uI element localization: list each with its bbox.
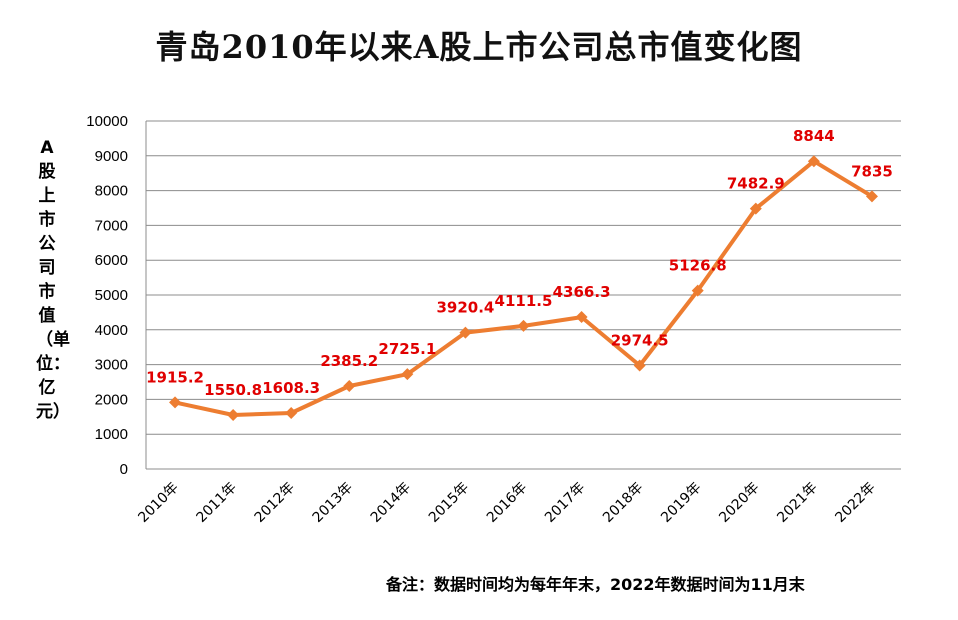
x-tick-label: 2020年: [716, 480, 762, 526]
data-point: [691, 284, 704, 297]
data-point: [633, 359, 646, 372]
data-label: 7482.9: [727, 175, 785, 193]
data-point: [169, 396, 182, 409]
data-label: 2385.2: [320, 352, 378, 370]
y-tick-label: 3000: [95, 357, 128, 374]
y-tick-label: 4000: [95, 322, 128, 339]
data-label: 4111.5: [495, 292, 553, 310]
x-tick-label: 2018年: [600, 480, 646, 526]
chart-note: 备注：数据时间均为每年年末，2022年数据时间为11月末: [386, 575, 805, 594]
data-point: [285, 407, 298, 420]
data-point: [807, 155, 820, 168]
y-tick-label: 1000: [95, 426, 128, 443]
data-point: [459, 326, 472, 339]
x-tick-label: 2021年: [774, 480, 820, 526]
series-line: [173, 159, 874, 417]
y-tick-label: 8000: [95, 183, 128, 200]
data-label: 8844: [793, 127, 835, 145]
y-tick-labels: 0 1000 2000 3000 4000 5000 6000 7000 8000 9000 100…: [86, 113, 128, 478]
data-point: [517, 319, 530, 332]
x-tick-label: 2011年: [194, 480, 240, 526]
x-tick-label: 2019年: [658, 480, 704, 526]
x-tick-label: 2014年: [368, 480, 414, 526]
y-tick-label: 6000: [95, 252, 128, 269]
x-tick-label: 2015年: [426, 480, 472, 526]
y-tick-label: 10000: [86, 113, 128, 130]
y-tick-label: 7000: [95, 217, 128, 234]
x-tick-label: 2012年: [252, 480, 298, 526]
x-tick-label: 2017年: [542, 480, 588, 526]
data-label: 3920.4: [436, 299, 494, 317]
data-label: 1915.2: [146, 368, 204, 386]
data-label: 1550.8: [204, 381, 262, 399]
data-label: 2974.5: [611, 331, 669, 349]
y-tick-label: 2000: [95, 391, 128, 408]
x-tick-label: 2022年: [832, 480, 878, 526]
series-markers: [169, 155, 878, 422]
data-point: [227, 409, 240, 422]
data-point: [401, 368, 414, 381]
x-tick-labels: 2010年 2011年 2012年 2013年 2014年 2015年 2016年 2017年…: [135, 480, 878, 526]
data-label: 1608.3: [262, 379, 320, 397]
x-tick-label: 2010年: [135, 480, 181, 526]
data-label: 4366.3: [553, 283, 611, 301]
data-label: 7835: [851, 162, 893, 180]
data-label: 2725.1: [378, 340, 436, 358]
data-point: [343, 379, 356, 392]
data-point: [865, 190, 878, 203]
data-label: 5126.8: [669, 257, 727, 275]
x-tick-label: 2013年: [310, 480, 356, 526]
y-tick-label: 9000: [95, 148, 128, 165]
y-tick-label: 0: [120, 461, 128, 478]
data-point: [575, 311, 588, 324]
chart-title: 青岛2010年以来A股上市公司总市值变化图: [155, 28, 803, 66]
y-tick-label: 5000: [95, 287, 128, 304]
data-point: [749, 202, 762, 215]
x-tick-label: 2016年: [484, 480, 530, 526]
